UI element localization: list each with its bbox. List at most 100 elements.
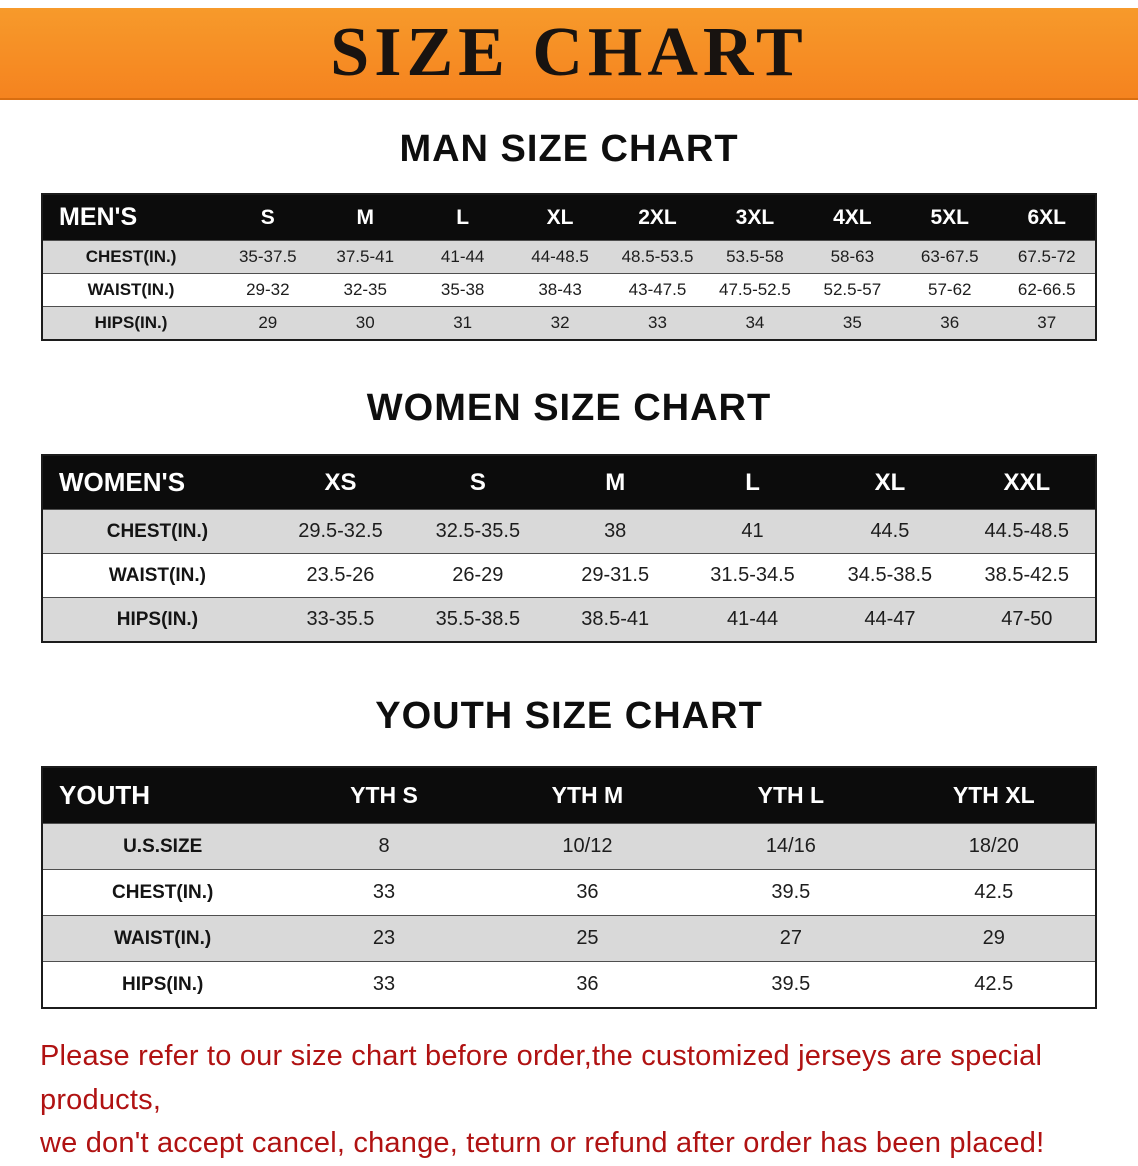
- value-cell: 31: [453, 313, 473, 332]
- value-cell: 10/12: [562, 835, 613, 857]
- table-row: HIPS(IN.) 33 36 39.5 42.5: [42, 961, 1096, 1008]
- size-header-cell: YTH M: [485, 767, 690, 824]
- men-section: MAN SIZE CHART MEN'S S M L XL 2XL 3XL 4XL 5XL 6XL…: [0, 128, 1138, 341]
- table-title-cell: YOUTH: [42, 767, 283, 824]
- value-cell: 25: [576, 927, 599, 949]
- size-header-cell: YTH L: [689, 767, 893, 824]
- value-cell: 41: [741, 520, 764, 542]
- row-label-cell: HIPS(IN.): [116, 608, 199, 630]
- size-header-cell: YTH S: [282, 767, 486, 824]
- value-cell: 14/16: [765, 835, 816, 857]
- men-section-heading: MAN SIZE CHART: [399, 128, 739, 170]
- value-cell: 38.5-41: [581, 608, 650, 630]
- row-label-cell: CHEST(IN.): [112, 881, 214, 903]
- table-row: CHEST(IN.) 29.5-32.5 32.5-35.5 38 41 44.5 44.5…: [42, 509, 1096, 554]
- value-cell: 29: [258, 313, 278, 332]
- value-cell: 32-35: [343, 280, 387, 299]
- size-header-cell: XXL: [958, 455, 1096, 510]
- value-cell: 38.5-42.5: [984, 564, 1070, 586]
- header-row: YOUTH YTH S YTH M YTH L YTH XL: [42, 767, 1096, 824]
- size-header-cell: XS: [271, 455, 410, 510]
- youth-section-heading: YOUTH SIZE CHART: [375, 695, 763, 737]
- value-cell: 33-35.5: [306, 608, 375, 630]
- value-cell: 44.5-48.5: [984, 520, 1070, 542]
- value-cell: 38-43: [538, 280, 582, 299]
- value-cell: 29-32: [246, 280, 290, 299]
- value-cell: 36: [576, 881, 599, 903]
- table-row: WAIST(IN.) 29-32 32-35 35-38 38-43 43-47.5 47.…: [42, 273, 1096, 307]
- value-cell: 32.5-35.5: [435, 520, 521, 542]
- size-header-cell: YTH XL: [892, 767, 1096, 824]
- row-label-cell: WAIST(IN.): [108, 564, 206, 586]
- value-cell: 18/20: [968, 835, 1019, 857]
- value-cell: 35: [842, 313, 862, 332]
- value-cell: 57-62: [928, 280, 972, 299]
- size-header-cell: S: [409, 455, 547, 510]
- value-cell: 63-67.5: [920, 247, 979, 266]
- value-cell: 29: [982, 927, 1005, 949]
- table-row: WAIST(IN.) 23 25 27 29: [42, 915, 1096, 962]
- women-size-table: WOMEN'S XS S M L XL XXL CHEST(IN.) 29.5-32.5 32.5…: [41, 454, 1097, 643]
- youth-size-table: YOUTH YTH S YTH M YTH L YTH XL U.S.SIZE 8 10/12…: [41, 766, 1097, 1009]
- table-row: HIPS(IN.) 29 30 31 32 33 34 35 36 37: [42, 306, 1096, 340]
- value-cell: 34.5-38.5: [847, 564, 933, 586]
- value-cell: 47.5-52.5: [718, 280, 791, 299]
- row-label-cell: WAIST(IN.): [87, 280, 175, 299]
- row-label-cell: CHEST(IN.): [85, 247, 177, 266]
- value-cell: 30: [355, 313, 375, 332]
- table-row: HIPS(IN.) 33-35.5 35.5-38.5 38.5-41 41-44 44-…: [42, 597, 1096, 642]
- row-label-cell: HIPS(IN.): [94, 313, 168, 332]
- size-header-cell: M: [316, 194, 414, 241]
- size-chart-page: SIZE CHART MAN SIZE CHART MEN'S S M L XL 2XL 3…: [0, 8, 1138, 1166]
- value-cell: 47-50: [1001, 608, 1053, 630]
- value-cell: 42.5: [974, 881, 1014, 903]
- table-row: CHEST(IN.) 33 36 39.5 42.5: [42, 869, 1096, 916]
- table-row: WAIST(IN.) 23.5-26 26-29 29-31.5 31.5-34.5 34…: [42, 553, 1096, 598]
- table-title-cell: WOMEN'S: [42, 455, 272, 510]
- value-cell: 38: [604, 520, 627, 542]
- value-cell: 39.5: [771, 881, 811, 903]
- order-notice-line-2: we don't accept cancel, change, teturn o…: [40, 1127, 1045, 1159]
- value-cell: 48.5-53.5: [621, 247, 694, 266]
- value-cell: 44.5: [870, 520, 910, 542]
- value-cell: 67.5-72: [1017, 247, 1076, 266]
- size-header-cell: L: [683, 455, 822, 510]
- value-cell: 31.5-34.5: [710, 564, 795, 586]
- header-row: MEN'S S M L XL 2XL 3XL 4XL 5XL 6XL: [42, 194, 1096, 241]
- value-cell: 44-47: [864, 608, 916, 630]
- value-cell: 29.5-32.5: [298, 520, 383, 542]
- value-cell: 33: [648, 313, 667, 332]
- value-cell: 23: [372, 927, 396, 949]
- value-cell: 35-37.5: [238, 247, 297, 266]
- size-header-cell: L: [413, 194, 512, 241]
- value-cell: 42.5: [974, 973, 1014, 995]
- header-row: WOMEN'S XS S M L XL XXL: [42, 455, 1096, 510]
- order-notice-line-1: Please refer to our size chart before or…: [40, 1040, 1043, 1116]
- row-label-cell: CHEST(IN.): [106, 520, 209, 542]
- size-header-cell: 3XL: [706, 194, 804, 241]
- value-cell: 44-48.5: [531, 247, 589, 266]
- value-cell: 23.5-26: [306, 564, 375, 586]
- page-title: SIZE CHART: [330, 14, 808, 91]
- value-cell: 35-38: [440, 280, 485, 299]
- value-cell: 37.5-41: [336, 247, 395, 266]
- value-cell: 41-44: [726, 608, 779, 630]
- value-cell: 27: [779, 927, 802, 949]
- value-cell: 36: [576, 973, 599, 995]
- value-cell: 33: [372, 881, 396, 903]
- men-size-table: MEN'S S M L XL 2XL 3XL 4XL 5XL 6XL CHEST(IN.) 35-37…: [41, 193, 1097, 341]
- value-cell: 26-29: [452, 564, 504, 586]
- table-row: U.S.SIZE 8 10/12 14/16 18/20: [42, 823, 1096, 870]
- value-cell: 43-47.5: [628, 280, 687, 299]
- value-cell: 58-63: [830, 247, 875, 266]
- row-label-cell: HIPS(IN.): [122, 973, 204, 995]
- row-label-cell: WAIST(IN.): [114, 927, 212, 949]
- table-title-cell: MEN'S: [42, 194, 220, 241]
- women-section: WOMEN SIZE CHART WOMEN'S XS S M L XL XXL CHEST(…: [0, 387, 1138, 643]
- size-header-cell: XL: [511, 194, 609, 241]
- size-header-cell: 2XL: [608, 194, 707, 241]
- size-header-cell: M: [546, 455, 684, 510]
- banner: SIZE CHART: [0, 8, 1138, 100]
- women-section-heading: WOMEN SIZE CHART: [366, 387, 772, 429]
- size-header-cell: 6XL: [998, 194, 1096, 241]
